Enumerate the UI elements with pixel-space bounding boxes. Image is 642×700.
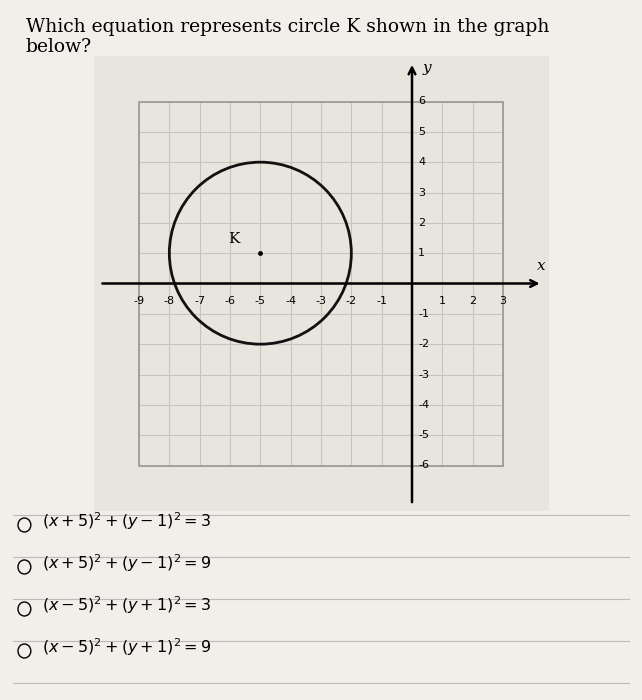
Text: -1: -1 xyxy=(376,295,387,306)
Text: -2: -2 xyxy=(346,295,357,306)
Text: -6: -6 xyxy=(418,461,429,470)
Text: 1: 1 xyxy=(418,248,425,258)
Text: 3: 3 xyxy=(499,295,507,306)
Text: -5: -5 xyxy=(418,430,429,440)
Text: -9: -9 xyxy=(134,295,144,306)
Text: 1: 1 xyxy=(439,295,446,306)
Text: -6: -6 xyxy=(225,295,236,306)
Text: -7: -7 xyxy=(194,295,205,306)
Text: K: K xyxy=(228,232,239,246)
Text: 6: 6 xyxy=(418,97,425,106)
Text: -3: -3 xyxy=(418,370,429,379)
Text: $(x - 5)^2 + (y + 1)^2 = 3$: $(x - 5)^2 + (y + 1)^2 = 3$ xyxy=(42,594,211,616)
Bar xyxy=(139,102,503,466)
Text: $(x + 5)^2 + (y - 1)^2 = 3$: $(x + 5)^2 + (y - 1)^2 = 3$ xyxy=(42,510,211,532)
Text: $(x + 5)^2 + (y - 1)^2 = 9$: $(x + 5)^2 + (y - 1)^2 = 9$ xyxy=(42,552,211,574)
Text: Which equation represents circle K shown in the graph: Which equation represents circle K shown… xyxy=(26,18,549,36)
Text: -5: -5 xyxy=(255,295,266,306)
Text: 3: 3 xyxy=(418,188,425,197)
Text: 4: 4 xyxy=(418,158,425,167)
Text: 2: 2 xyxy=(469,295,476,306)
Text: -8: -8 xyxy=(164,295,175,306)
Text: 2: 2 xyxy=(418,218,425,228)
Text: y: y xyxy=(422,60,431,74)
Text: $(x - 5)^2 + (y + 1)^2 = 9$: $(x - 5)^2 + (y + 1)^2 = 9$ xyxy=(42,636,211,658)
Text: -4: -4 xyxy=(285,295,296,306)
Text: -2: -2 xyxy=(418,340,429,349)
Text: x: x xyxy=(537,259,546,273)
Text: 5: 5 xyxy=(418,127,425,136)
Text: -1: -1 xyxy=(418,309,429,318)
Text: below?: below? xyxy=(26,38,92,57)
Text: -3: -3 xyxy=(315,295,327,306)
Text: -4: -4 xyxy=(418,400,429,410)
